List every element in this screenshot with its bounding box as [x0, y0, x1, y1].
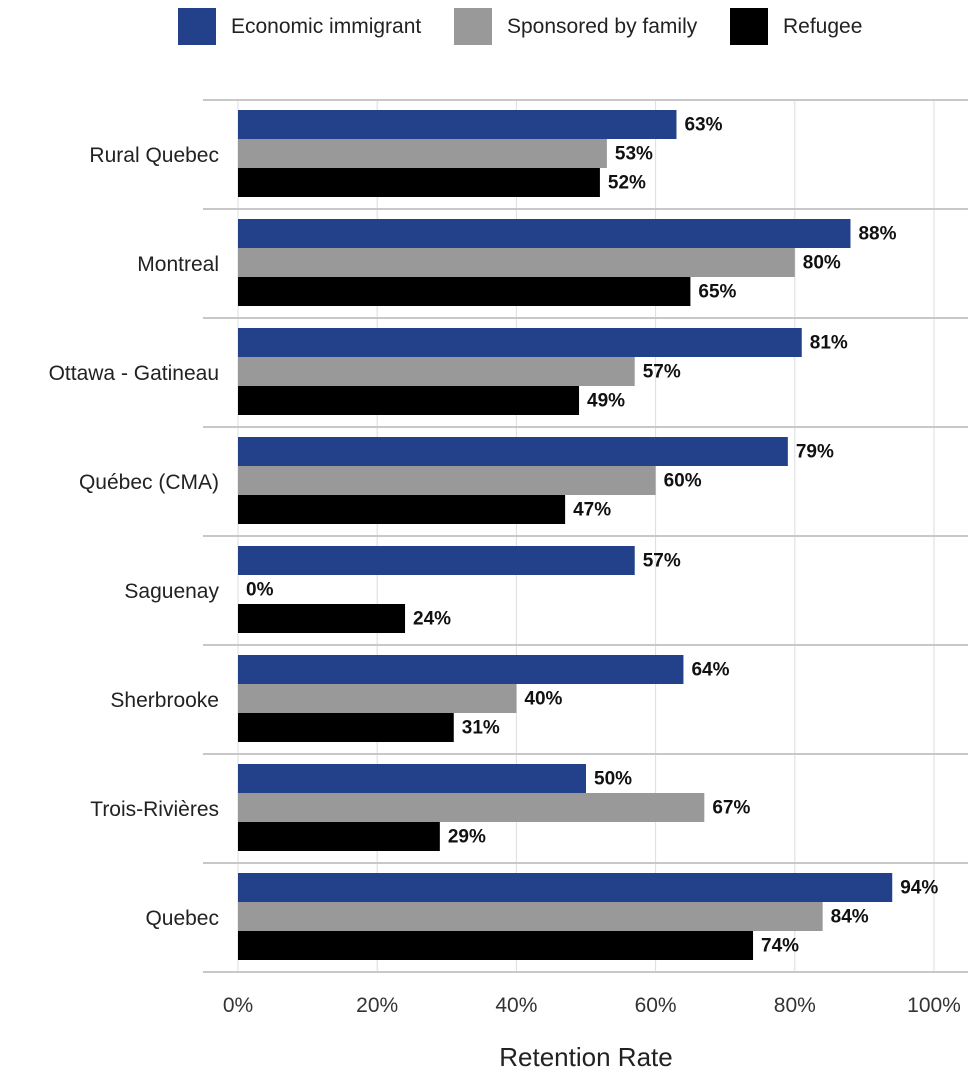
data-label-economic-immigrant-rural-quebec: 63%	[684, 115, 722, 136]
data-labels: 63% 53% 52% 88% 80% 65% 81% 57% 49% 79% 60% 47% 57% 0…	[246, 115, 938, 957]
data-label-economic-immigrant-ottawa-gatineau: 81%	[810, 333, 848, 354]
bar-economic-immigrant-rural-quebec	[238, 110, 677, 139]
gridlines	[203, 99, 968, 973]
legend: Economic immigrant Sponsored by family Ref…	[178, 8, 862, 45]
bar-sponsored-by-family-montreal	[238, 248, 795, 277]
data-label-economic-immigrant-quebec-cma: 79%	[796, 442, 834, 463]
category-label-rural-quebec: Rural Quebec	[89, 144, 219, 167]
data-label-economic-immigrant-sherbrooke: 64%	[691, 660, 729, 681]
axes: Rural Quebec Montreal Ottawa - Gatineau Qué…	[49, 144, 961, 1017]
bar-refugee-montreal	[238, 277, 691, 306]
legend-label-sponsored-by-family: Sponsored by family	[507, 15, 698, 38]
category-label-saguenay: Saguenay	[124, 580, 219, 603]
bar-sponsored-by-family-trois-rivieres	[238, 793, 705, 822]
bar-sponsored-by-family-quebec-cma	[238, 466, 656, 495]
bar-sponsored-by-family-ottawa-gatineau	[238, 357, 635, 386]
data-label-refugee-montreal: 65%	[698, 282, 736, 303]
bar-sponsored-by-family-rural-quebec	[238, 139, 607, 168]
data-label-sponsored-by-family-quebec: 84%	[831, 907, 869, 928]
data-label-refugee-quebec: 74%	[761, 936, 799, 957]
x-tick-label: 60%	[635, 994, 677, 1017]
data-label-sponsored-by-family-saguenay: 0%	[246, 580, 274, 601]
data-label-refugee-quebec-cma: 47%	[573, 500, 611, 521]
x-tick-label: 100%	[907, 994, 961, 1017]
bar-economic-immigrant-quebec	[238, 873, 893, 902]
bar-refugee-quebec-cma	[238, 495, 566, 524]
x-axis-title: Retention Rate	[499, 1042, 672, 1072]
bar-economic-immigrant-saguenay	[238, 546, 635, 575]
bars	[238, 110, 893, 960]
data-label-sponsored-by-family-trois-rivieres: 67%	[712, 798, 750, 819]
data-label-refugee-trois-rivieres: 29%	[448, 827, 486, 848]
bar-economic-immigrant-ottawa-gatineau	[238, 328, 802, 357]
data-label-refugee-sherbrooke: 31%	[462, 718, 500, 739]
x-tick-label: 40%	[495, 994, 537, 1017]
data-label-sponsored-by-family-rural-quebec: 53%	[615, 144, 653, 165]
data-label-economic-immigrant-saguenay: 57%	[643, 551, 681, 572]
data-label-economic-immigrant-trois-rivieres: 50%	[594, 769, 632, 790]
data-label-sponsored-by-family-montreal: 80%	[803, 253, 841, 274]
bar-economic-immigrant-trois-rivieres	[238, 764, 586, 793]
bar-refugee-ottawa-gatineau	[238, 386, 580, 415]
data-label-economic-immigrant-quebec: 94%	[900, 878, 938, 899]
legend-label-economic-immigrant: Economic immigrant	[231, 15, 421, 38]
bar-economic-immigrant-quebec-cma	[238, 437, 788, 466]
bar-economic-immigrant-sherbrooke	[238, 655, 684, 684]
category-label-trois-rivieres: Trois-Rivières	[90, 798, 219, 821]
legend-swatch-economic-immigrant	[178, 8, 216, 45]
category-label-sherbrooke: Sherbrooke	[110, 689, 219, 712]
bar-refugee-rural-quebec	[238, 168, 600, 197]
x-tick-label: 20%	[356, 994, 398, 1017]
bar-sponsored-by-family-quebec	[238, 902, 823, 931]
data-label-refugee-rural-quebec: 52%	[608, 173, 646, 194]
data-label-sponsored-by-family-quebec-cma: 60%	[664, 471, 702, 492]
legend-label-refugee: Refugee	[783, 15, 862, 38]
category-label-quebec: Quebec	[145, 907, 219, 930]
bar-refugee-trois-rivieres	[238, 822, 440, 851]
data-label-refugee-ottawa-gatineau: 49%	[587, 391, 625, 412]
x-tick-label: 80%	[774, 994, 816, 1017]
bar-sponsored-by-family-sherbrooke	[238, 684, 517, 713]
data-label-refugee-saguenay: 24%	[413, 609, 451, 630]
data-label-sponsored-by-family-ottawa-gatineau: 57%	[643, 362, 681, 383]
data-label-sponsored-by-family-sherbrooke: 40%	[524, 689, 562, 710]
data-label-economic-immigrant-montreal: 88%	[858, 224, 896, 245]
legend-swatch-sponsored-by-family	[454, 8, 492, 45]
category-label-ottawa-gatineau: Ottawa - Gatineau	[49, 362, 219, 385]
bar-refugee-quebec	[238, 931, 754, 960]
category-label-montreal: Montreal	[137, 253, 219, 276]
x-tick-label: 0%	[223, 994, 253, 1017]
category-label-quebec-cma: Québec (CMA)	[79, 471, 219, 494]
bar-economic-immigrant-montreal	[238, 219, 851, 248]
bar-refugee-saguenay	[238, 604, 406, 633]
legend-swatch-refugee	[730, 8, 768, 45]
bar-refugee-sherbrooke	[238, 713, 454, 742]
